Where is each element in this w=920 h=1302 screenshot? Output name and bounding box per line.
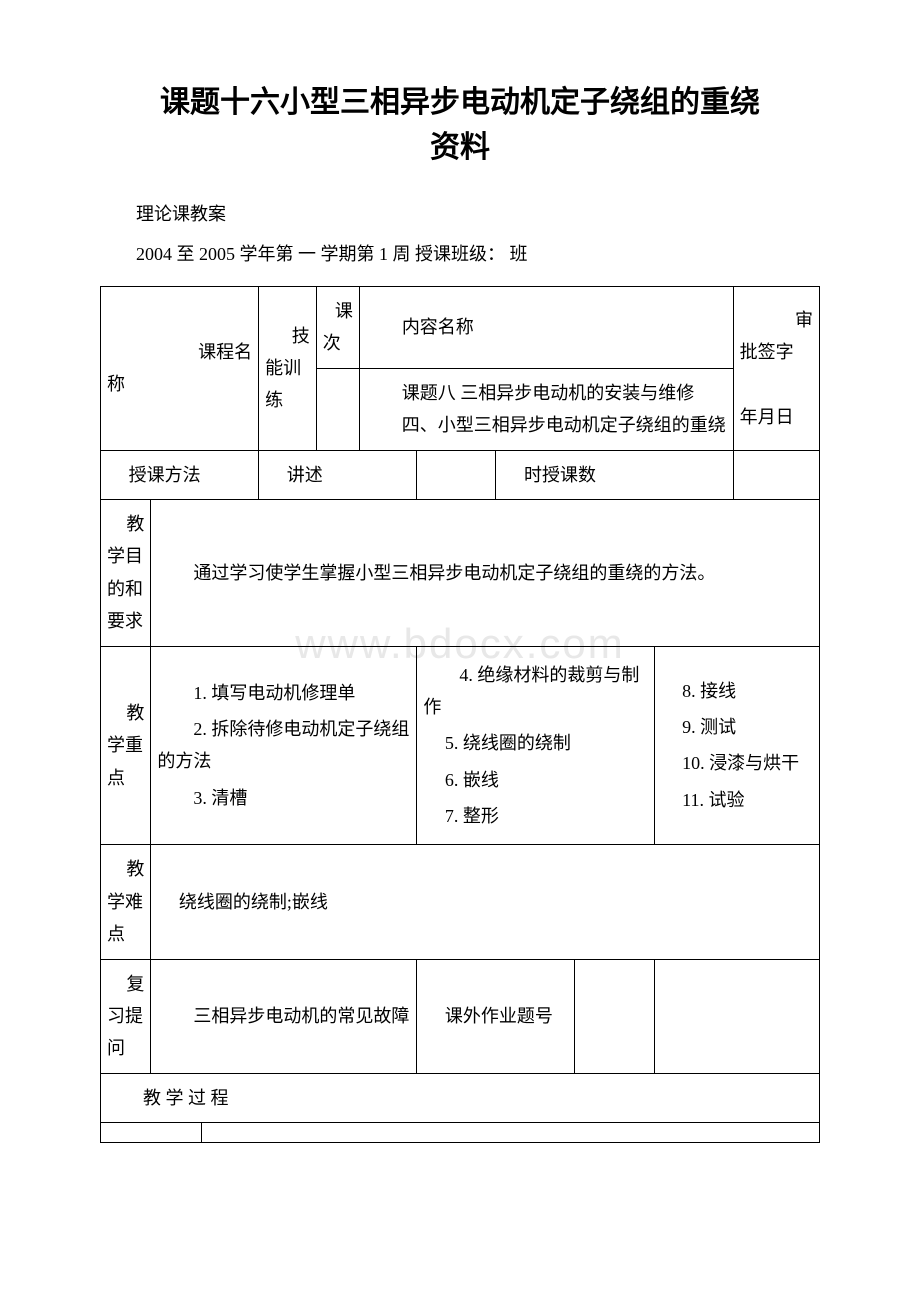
homework-value1 [575,959,654,1073]
meta-line: 2004 至 2005 学年第 一 学期第 1 周 授课班级： 班 [100,240,820,266]
content-name-label: 内容名称 [359,287,733,369]
review-label: 复 习提问 [101,959,151,1073]
table-row: 复 习提问 三相异步电动机的常见故障 课外作业题号 [101,959,820,1073]
table-row: 教 学重点 1. 填写电动机修理单 2. 拆除待修电动机定子绕组的方法 3. 清… [101,646,820,845]
course-name-label: 课程名 称 [101,287,259,451]
title-line2: 资料 [100,125,820,170]
difficulty-content: 绕线圈的绕制;嵌线 [151,845,820,959]
teaching-method-value: 讲述 [259,450,417,499]
class-hours-value [733,450,819,499]
lesson-count-value [316,368,359,450]
lesson-count-label: 课 次 [316,287,359,369]
table-row [101,1123,820,1143]
subtitle: 理论课教案 [100,200,820,226]
document-title: 课题十六小型三相异步电动机定子绕组的重绕 资料 [100,80,820,170]
empty-cell1 [101,1123,202,1143]
method-empty [417,450,496,499]
date-label: 年月日 [740,407,794,427]
table-row: 教 学目的和要求 通过学习使学生掌握小型三相异步电动机定子绕组的重绕的方法。 [101,499,820,646]
empty-cell2 [201,1123,819,1143]
homework-value2 [654,959,819,1073]
difficulty-label: 教 学难点 [101,845,151,959]
content-detail: 课题八 三相异步电动机的安装与维修 四、小型三相异步电动机定子绕组的重绕 [359,368,733,450]
teaching-method-label: 授课方法 [101,450,259,499]
class-hours-label: 时授课数 [496,450,733,499]
keypoints-col2: 4. 绝缘材料的裁剪与制作 5. 绕线圈的绕制 6. 嵌线 7. 整形 [417,646,654,845]
table-row: 授课方法 讲述 时授课数 [101,450,820,499]
table-row: 教 学 过 程 [101,1073,820,1122]
approval-signature-label: 审 批签字 年月日 [733,287,819,451]
keypoints-label: 教 学重点 [101,646,151,845]
lesson-plan-table: 课程名 称 技 能训练 课 次 内容名称 审 批签字 年月日 课题八 三相异步电… [100,286,820,1143]
keypoints-col3: 8. 接线 9. 测试 10. 浸漆与烘干 11. 试验 [654,646,819,845]
homework-label: 课外作业题号 [417,959,575,1073]
teaching-process-label: 教 学 过 程 [101,1073,820,1122]
objective-content: 通过学习使学生掌握小型三相异步电动机定子绕组的重绕的方法。 [151,499,820,646]
review-content: 三相异步电动机的常见故障 [151,959,417,1073]
skill-training-label: 技 能训练 [259,287,317,451]
table-row: 教 学难点 绕线圈的绕制;嵌线 [101,845,820,959]
title-line1: 课题十六小型三相异步电动机定子绕组的重绕 [100,80,820,125]
keypoints-col1: 1. 填写电动机修理单 2. 拆除待修电动机定子绕组的方法 3. 清槽 [151,646,417,845]
objective-label: 教 学目的和要求 [101,499,151,646]
table-row: 课程名 称 技 能训练 课 次 内容名称 审 批签字 年月日 [101,287,820,369]
